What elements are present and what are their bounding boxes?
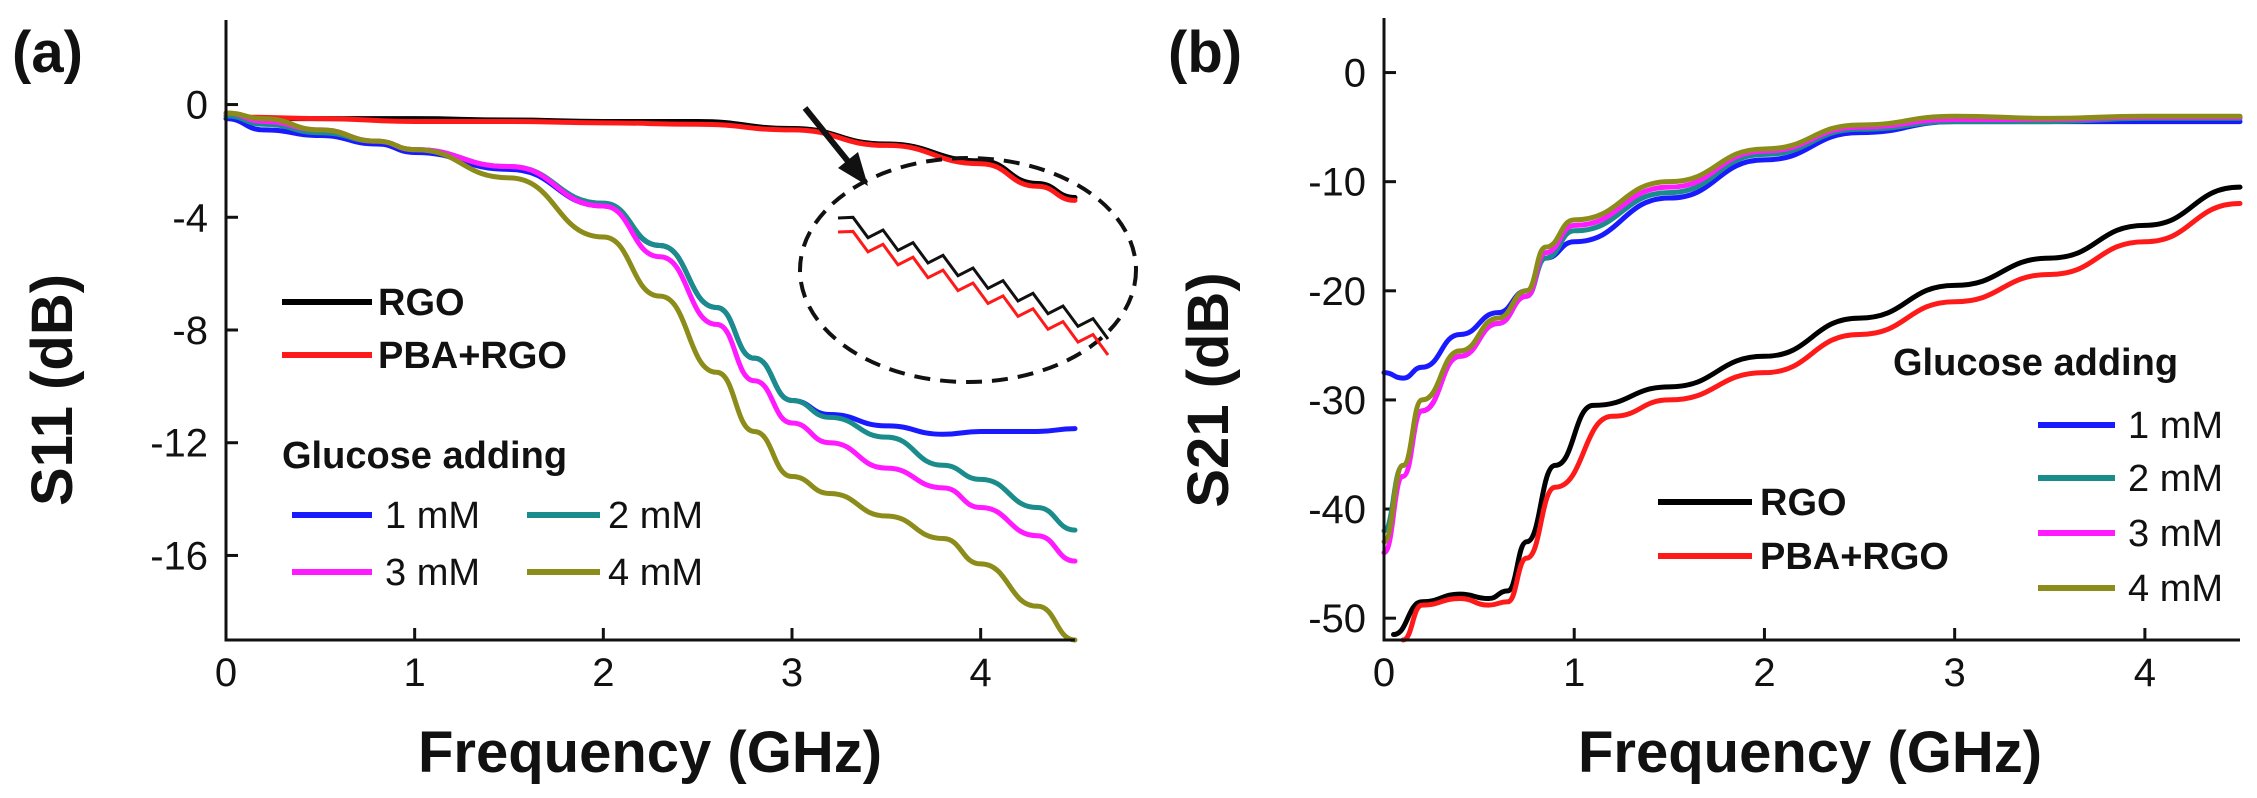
series-a-4-mm <box>223 110 1078 643</box>
ytick-label-b-3: -30 <box>1308 379 1366 423</box>
panel-b-series <box>1381 113 2243 643</box>
panel-a-ylabel: S11 (dB) <box>20 274 85 506</box>
legend-label-pba-rgo: PBA+RGO <box>378 335 567 377</box>
series-b-rgo <box>1391 184 2243 638</box>
ytick-label-a-4: -16 <box>150 534 208 578</box>
legend-label-3mm: 3 mM <box>385 552 480 594</box>
panel-a-legend: RGO PBA+RGO Glucose adding 1 mM 2 mM 3 m… <box>282 282 703 594</box>
xtick-label-a-3: 3 <box>781 651 803 695</box>
inset-pba-line <box>837 229 1110 356</box>
inset-arrow-shaft <box>802 106 858 172</box>
panel-b-axes <box>1382 18 2240 642</box>
series-b-4-mm <box>1381 113 2243 545</box>
ytick-label-a-1: -4 <box>172 196 208 240</box>
ytick-label-b-1: -10 <box>1308 161 1366 205</box>
xtick-label-a-0: 0 <box>215 651 237 695</box>
xtick-label-a-2: 2 <box>592 651 614 695</box>
panel-a-series <box>223 110 1078 643</box>
series-a-3-mm <box>223 110 1078 564</box>
panel-a-xlabel: Frequency (GHz) <box>418 720 882 785</box>
legend-label-4mm: 4 mM <box>608 552 703 594</box>
panel-b-s21: (b) S21 (dB) Frequency (GHz) 0 1 2 3 4 0 -10 -2… <box>1168 18 2243 785</box>
inset-rgo-line <box>837 215 1110 340</box>
series-b-pba-rgo <box>1400 201 2243 643</box>
panel-a-ticks: 0 1 2 3 4 0 -4 -8 -12 -16 <box>150 84 992 695</box>
legend-b-label-rgo: RGO <box>1760 482 1847 524</box>
series-b-2-mm <box>1381 115 2243 534</box>
panel-b-legend: Glucose adding 1 mM 2 mM 3 mM 4 mM RGO P… <box>1658 342 2223 610</box>
legend-b-label-2mm: 2 mM <box>2128 458 2223 500</box>
ytick-label-b-0: 0 <box>1344 52 1366 96</box>
inset-arrow-head <box>838 152 868 186</box>
ytick-label-b-5: -50 <box>1308 597 1366 641</box>
xtick-label-b-2: 2 <box>1753 651 1775 695</box>
ytick-label-a-3: -12 <box>150 422 208 466</box>
panel-b-label: (b) <box>1168 20 1242 85</box>
legend-label-2mm: 2 mM <box>608 495 703 537</box>
xtick-label-b-1: 1 <box>1563 651 1585 695</box>
panel-b-ylabel: S21 (dB) <box>1176 272 1241 507</box>
xtick-label-b-4: 4 <box>2134 651 2156 695</box>
legend-b-group-title: Glucose adding <box>1893 342 2178 384</box>
legend-b-label-pba-rgo: PBA+RGO <box>1760 536 1949 578</box>
panel-b-xlabel: Frequency (GHz) <box>1578 720 2042 785</box>
panel-a-inset <box>798 106 1138 384</box>
xtick-label-b-3: 3 <box>1944 651 1966 695</box>
legend-label-1mm: 1 mM <box>385 495 480 537</box>
xtick-label-b-0: 0 <box>1373 651 1395 695</box>
inset-ellipse <box>798 156 1138 384</box>
panel-a-s11: (a) S11 (dB) Frequency (GHz) 0 1 2 3 4 0 -4 -8 -… <box>12 20 1138 785</box>
legend-b-label-1mm: 1 mM <box>2128 405 2223 447</box>
ytick-label-b-2: -20 <box>1308 270 1366 314</box>
xtick-label-a-1: 1 <box>404 651 426 695</box>
legend-b-label-4mm: 4 mM <box>2128 568 2223 610</box>
panel-b-ticks: 0 1 2 3 4 0 -10 -20 -30 -40 -50 <box>1308 52 2156 695</box>
ytick-label-a-2: -8 <box>172 309 208 353</box>
legend-group-title: Glucose adding <box>282 435 567 477</box>
xtick-label-a-4: 4 <box>970 651 992 695</box>
ytick-label-a-0: 0 <box>186 84 208 128</box>
series-a-pba-rgo <box>242 114 1078 203</box>
ytick-label-b-4: -40 <box>1308 488 1366 532</box>
legend-b-label-3mm: 3 mM <box>2128 513 2223 555</box>
panel-a-label: (a) <box>12 20 83 85</box>
legend-label-rgo: RGO <box>378 282 465 324</box>
panel-a-axes <box>224 20 1075 642</box>
